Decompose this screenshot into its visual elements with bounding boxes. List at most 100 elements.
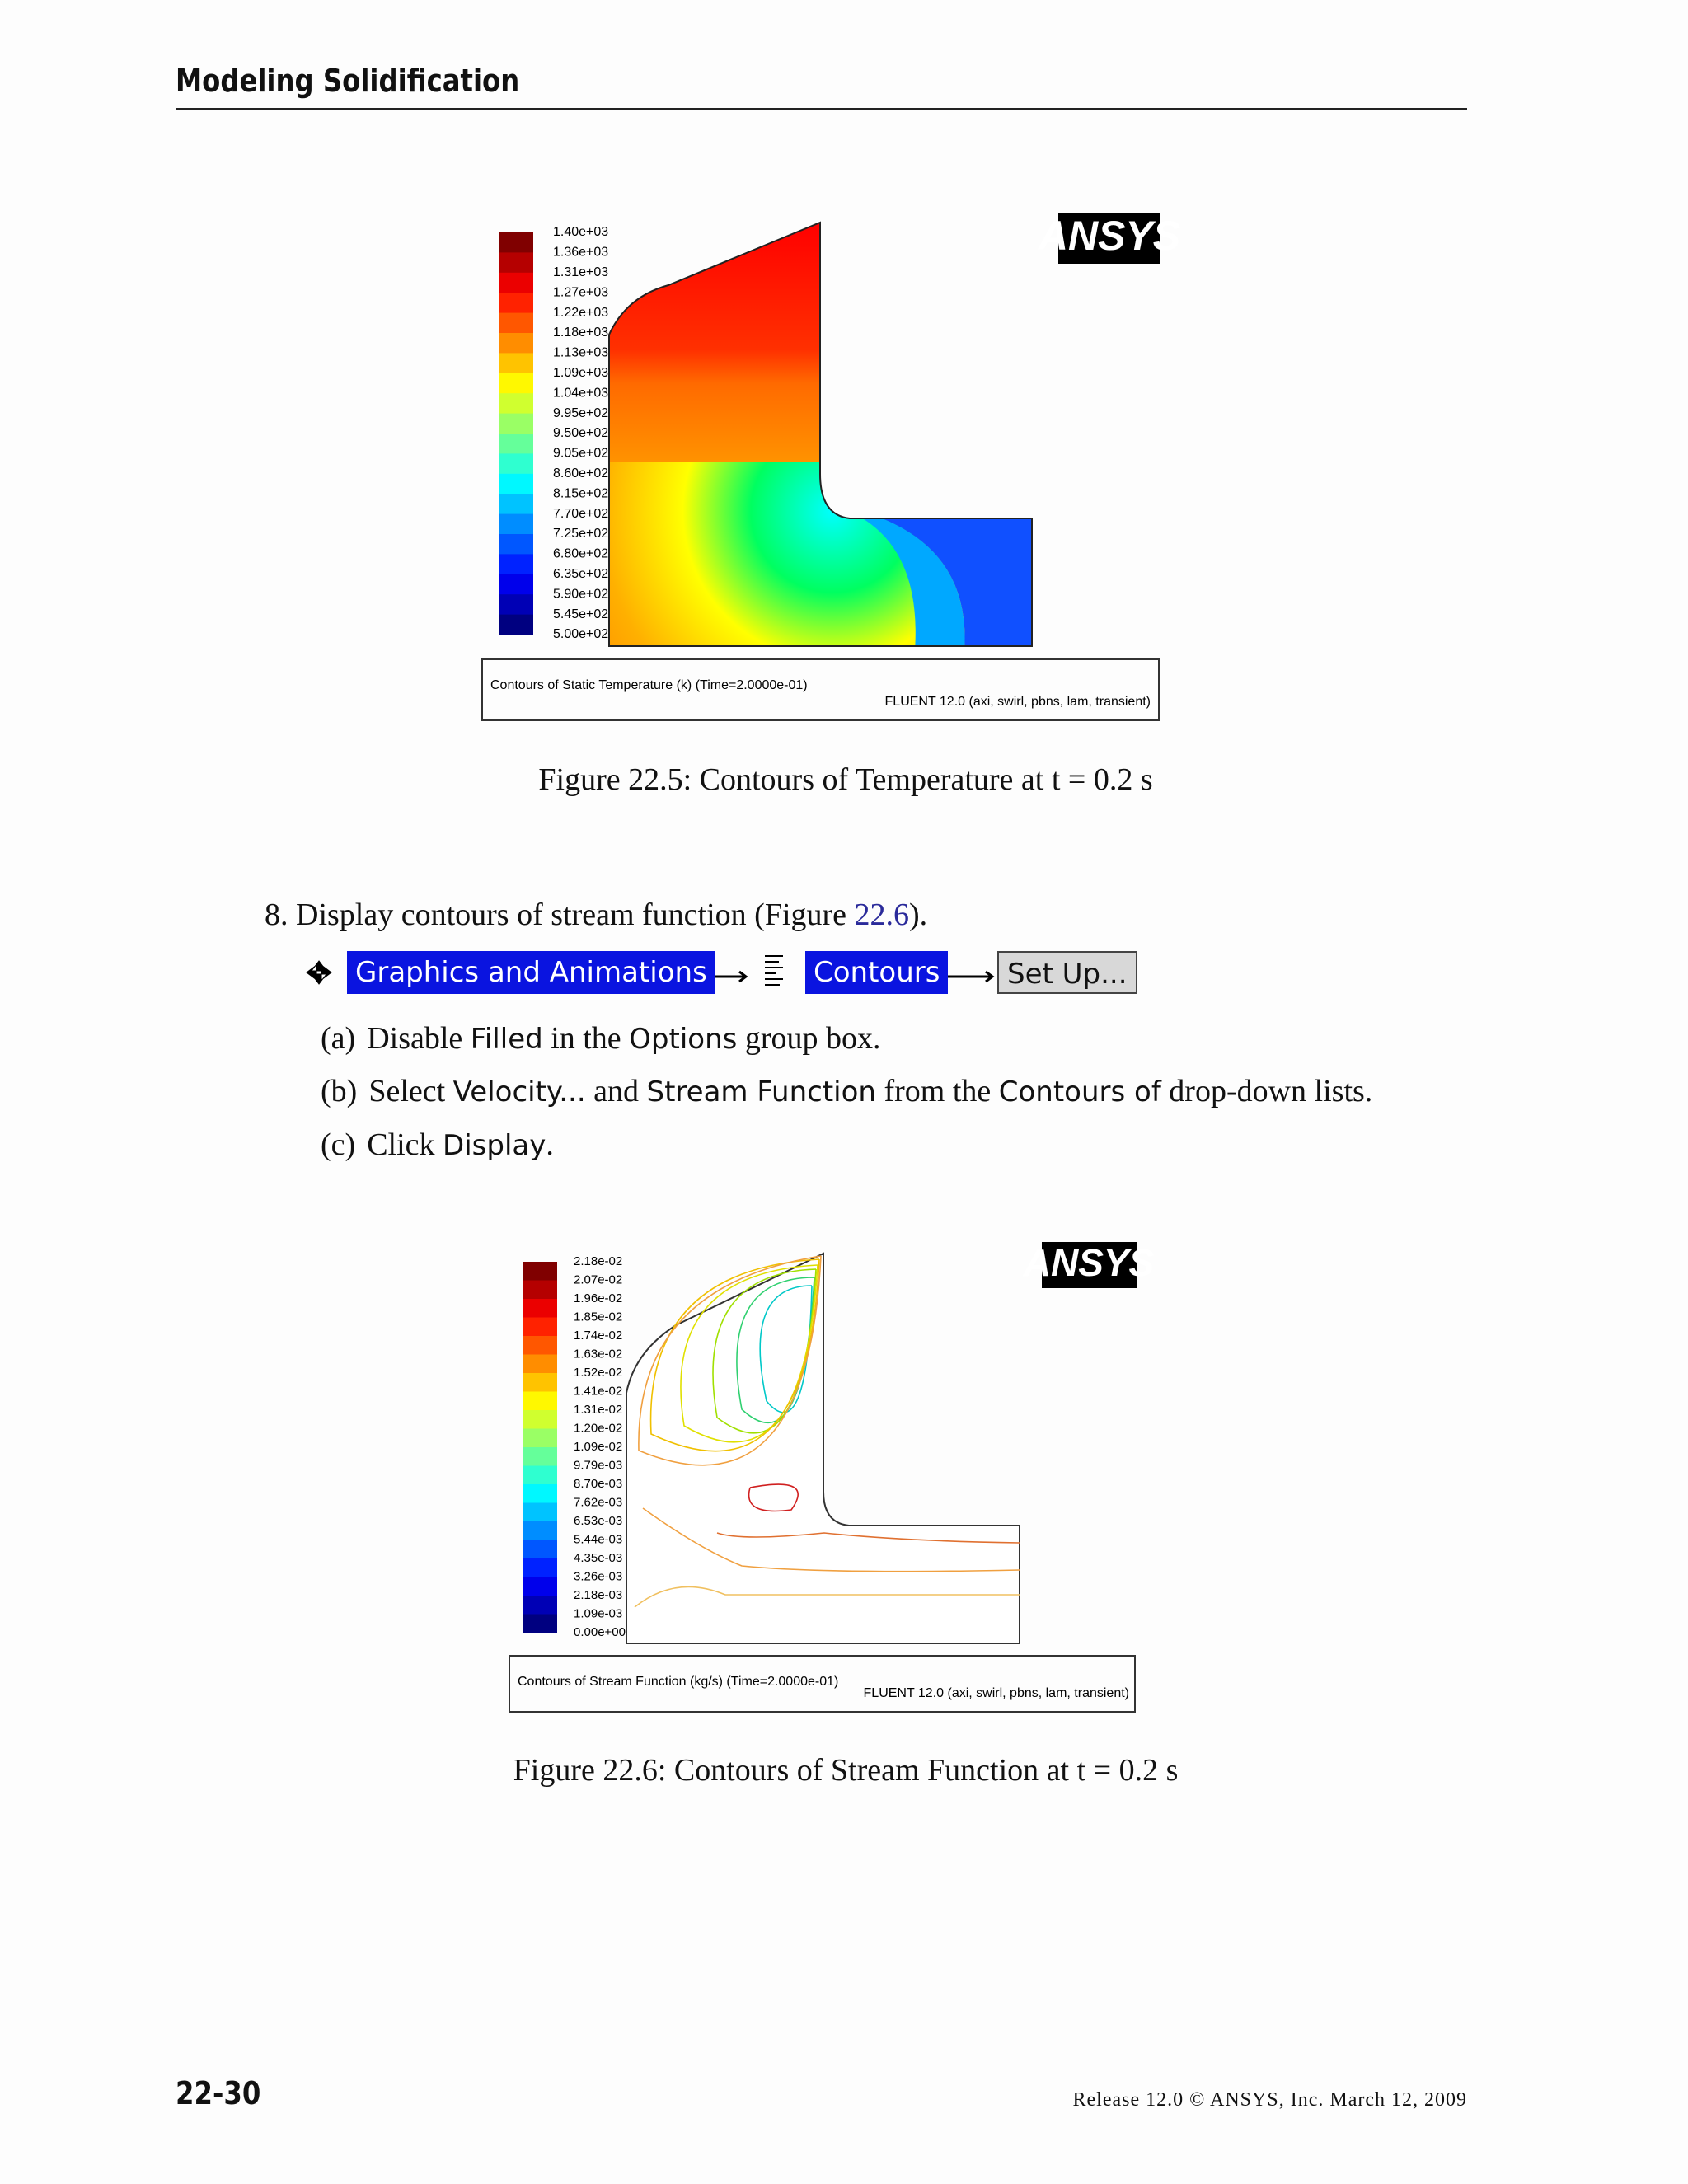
- legend-label: 6.35e+02: [553, 567, 608, 581]
- figure-ref[interactable]: 22.6: [854, 898, 910, 932]
- legend-label: 1.96e-02: [574, 1291, 622, 1305]
- legend-swatch: [499, 494, 533, 515]
- substep-text: Select: [368, 1074, 453, 1108]
- legend-swatch: [523, 1280, 557, 1300]
- substep: (a) Disable Filled in the Options group b…: [321, 1020, 881, 1057]
- menu-item[interactable]: Contours: [805, 951, 949, 994]
- legend-label: 2.18e-02: [574, 1254, 622, 1268]
- legend-label: 1.13e+03: [553, 346, 608, 360]
- legend-label: 9.79e-03: [574, 1458, 622, 1472]
- legend-label: 1.63e-02: [574, 1347, 622, 1361]
- legend-swatch: [523, 1596, 557, 1615]
- figure-caption: Figure 22.6: Contours of Stream Function…: [513, 1753, 1179, 1788]
- legend-label: 1.18e+03: [553, 326, 608, 340]
- substep-label: (a): [321, 1021, 356, 1056]
- substep-text: .: [546, 1127, 554, 1162]
- substep-text: Click: [367, 1127, 443, 1162]
- legend-swatch: [499, 614, 533, 635]
- legend-label: 1.85e-02: [574, 1310, 622, 1324]
- legend-label: 1.31e-02: [574, 1403, 622, 1417]
- legend-label: 7.70e+02: [553, 507, 608, 521]
- legend-label: 1.40e+03: [553, 225, 608, 239]
- menu-icons: [306, 955, 995, 986]
- legend-swatch: [523, 1428, 557, 1448]
- legend-label: 1.22e+03: [553, 306, 608, 320]
- legend-swatch: [523, 1577, 557, 1596]
- release-note: Release 12.0 © ANSYS, Inc. March 12, 200…: [1072, 2089, 1467, 2111]
- legend-swatch: [499, 373, 533, 394]
- legend-label: 5.00e+02: [553, 627, 608, 641]
- legend-swatch: [499, 434, 533, 454]
- legend-label: 1.27e+03: [553, 285, 608, 299]
- legend-label: 1.09e+03: [553, 366, 608, 380]
- legend-swatch: [523, 1317, 557, 1337]
- substep-label: (b): [321, 1074, 358, 1108]
- info-box: [481, 658, 1160, 721]
- ui-term: Velocity...: [452, 1076, 586, 1108]
- legend-swatch: [499, 272, 533, 293]
- ui-term: Display: [443, 1129, 546, 1162]
- substep-text: group box.: [737, 1021, 881, 1056]
- legend-swatch: [523, 1391, 557, 1411]
- info-left: Contours of Stream Function (kg/s) (Time…: [518, 1675, 838, 1689]
- legend-label: 7.62e-03: [574, 1495, 622, 1509]
- legend-swatch: [499, 312, 533, 334]
- legend-label: 1.20e-02: [574, 1421, 622, 1435]
- legend-label: 1.74e-02: [574, 1329, 622, 1343]
- legend-label: 6.53e-03: [574, 1514, 622, 1528]
- substep: (c) Click Display.: [321, 1127, 554, 1163]
- legend-swatch: [499, 293, 533, 314]
- legend-swatch: [499, 393, 533, 415]
- legend-label: 2.07e-02: [574, 1272, 622, 1286]
- legend-swatch: [499, 594, 533, 616]
- legend-label: 8.70e-03: [574, 1477, 622, 1491]
- legend-label: 0.00e+00: [574, 1625, 626, 1639]
- menu-button[interactable]: Set Up...: [997, 951, 1137, 994]
- substep: (b) Select Velocity... and Stream Functio…: [321, 1073, 1372, 1109]
- legend-swatch: [499, 574, 533, 595]
- legend-swatch: [499, 353, 533, 374]
- info-right: FLUENT 12.0 (axi, swirl, pbns, lam, tran…: [885, 695, 1151, 709]
- substep-text: drop-down lists.: [1160, 1074, 1373, 1108]
- logo-box: [1042, 1242, 1137, 1288]
- legend-swatch: [523, 1410, 557, 1429]
- ui-term: Stream Function: [646, 1076, 876, 1108]
- figure-caption: Figure 22.5: Contours of Temperature at …: [538, 762, 1153, 797]
- legend-swatch: [523, 1484, 557, 1503]
- legend-label: 9.95e+02: [553, 406, 608, 420]
- domain-outline: [626, 1252, 1020, 1644]
- legend-label: 2.18e-03: [574, 1588, 622, 1602]
- legend-swatch: [523, 1558, 557, 1577]
- legend-label: 3.26e-03: [574, 1569, 622, 1583]
- legend-swatch: [523, 1299, 557, 1318]
- legend-swatch: [523, 1373, 557, 1392]
- legend-label: 1.09e-02: [574, 1440, 622, 1454]
- menu-item[interactable]: Graphics and Animations: [347, 951, 715, 994]
- legend-label: 1.36e+03: [553, 246, 608, 260]
- header-title: Modeling Solidification: [176, 63, 520, 99]
- substep-text: in the: [542, 1021, 630, 1056]
- legend-swatch: [523, 1614, 557, 1633]
- info-box: [509, 1655, 1136, 1713]
- legend-swatch: [499, 513, 533, 535]
- legend-label: 1.04e+03: [553, 386, 608, 400]
- substep-text: from the: [875, 1074, 999, 1108]
- domain-outline: [608, 221, 1033, 647]
- substep-text: Disable: [367, 1021, 471, 1056]
- legend-swatch: [499, 252, 533, 274]
- legend-swatch: [523, 1262, 557, 1281]
- header-rule: [176, 108, 1467, 110]
- legend-swatch: [499, 473, 533, 494]
- step-text: 8. Display contours of stream function (…: [265, 898, 855, 932]
- substep-label: (c): [321, 1127, 356, 1162]
- legend-swatch: [523, 1354, 557, 1374]
- info-left: Contours of Static Temperature (k) (Time…: [490, 678, 808, 692]
- legend-swatch: [499, 333, 533, 354]
- logo: ANSYS: [1037, 213, 1180, 259]
- legend-label: 1.31e+03: [553, 265, 608, 279]
- legend-swatch: [523, 1540, 557, 1559]
- legend-label: 1.41e-02: [574, 1384, 622, 1398]
- legend-label: 1.52e-02: [574, 1366, 622, 1380]
- legend-swatch: [523, 1336, 557, 1355]
